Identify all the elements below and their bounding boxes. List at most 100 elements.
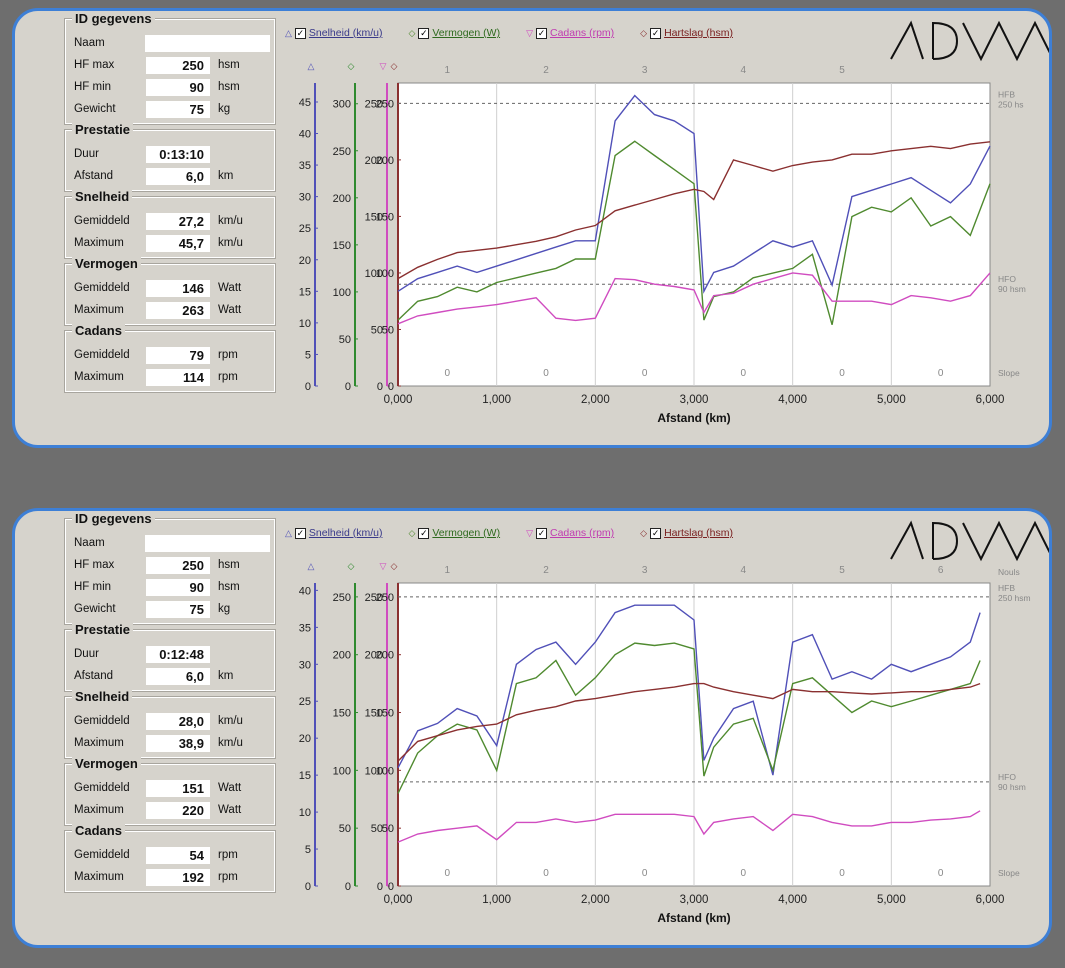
y-tick-label: 50 — [339, 334, 351, 346]
naam-field[interactable] — [145, 34, 270, 52]
hf-max-field[interactable]: 250 — [146, 56, 210, 74]
group-title: Vermogen — [72, 756, 141, 771]
axis-marker-icon: ◇ — [348, 561, 355, 571]
segment-number: 4 — [741, 565, 747, 576]
prestatie-group: Prestatie Duur 0:13:10 Afstand 6,0 km — [64, 122, 276, 192]
axis-marker-icon: ◇ — [348, 61, 355, 71]
duur-field[interactable]: 0:13:10 — [146, 145, 210, 163]
gemiddeld-label: Gemiddeld — [74, 849, 130, 861]
adam-logo — [890, 520, 1049, 562]
legend-hartslag[interactable]: ◇ ✓ Hartslag (hsm) — [640, 27, 733, 39]
x-tick-label: 2,000 — [581, 894, 610, 906]
snelheid-gem-field[interactable]: 27,2 — [146, 212, 210, 230]
unit: rpm — [218, 371, 238, 383]
legend-vermogen[interactable]: ◇ ✓ Vermogen (W) — [408, 27, 500, 39]
x-tick-label: 4,000 — [778, 394, 807, 406]
segment-number: 3 — [642, 565, 648, 576]
checkbox-checked-icon[interactable]: ✓ — [418, 527, 430, 539]
y-tick-label: 250 — [365, 98, 383, 110]
y-tick-label: 35 — [299, 160, 311, 172]
triangle-down-icon: ▽ — [526, 527, 533, 538]
legend-vermogen[interactable]: ◇ ✓ Vermogen (W) — [408, 527, 500, 539]
y-tick-label: 250 — [333, 592, 351, 604]
legend-label: Snelheid (km/u) — [308, 527, 383, 539]
snelheid-max-field[interactable]: 38,9 — [146, 734, 210, 752]
prestatie-group: Prestatie Duur 0:12:48 Afstand 6,0 km — [64, 622, 276, 692]
snelheid-max-field[interactable]: 45,7 — [146, 234, 210, 252]
series-legend: △ ✓ Snelheid (km/u) ◇ ✓ Vermogen (W) ▽ ✓ Cadan… — [285, 527, 733, 539]
gewicht-field[interactable]: 75 — [146, 600, 210, 618]
vermogen-max-field[interactable]: 263 — [146, 301, 210, 319]
cadans-gem-field[interactable]: 79 — [146, 346, 210, 364]
hfo-value: 90 hsm — [998, 782, 1026, 792]
y-tick-label: 20 — [299, 255, 311, 267]
legend-label: Hartslag (hsm) — [664, 527, 733, 539]
stats-column: ID gegevens Naam HF max 250 hsm HF min 90 hs… — [64, 11, 276, 398]
checkbox-checked-icon[interactable]: ✓ — [418, 27, 430, 39]
group-title: Cadans — [72, 323, 125, 338]
triangle-up-icon: △ — [285, 27, 292, 38]
hf-min-field[interactable]: 90 — [146, 78, 210, 96]
checkbox-checked-icon[interactable]: ✓ — [294, 527, 306, 539]
checkbox-checked-icon[interactable]: ✓ — [650, 27, 662, 39]
legend-snelheid[interactable]: △ ✓ Snelheid (km/u) — [285, 527, 382, 539]
gemiddeld-label: Gemiddeld — [74, 715, 130, 727]
y-tick-label: 100 — [376, 268, 394, 280]
hf-max-field[interactable]: 250 — [146, 556, 210, 574]
hf-max-label: HF max — [74, 59, 115, 71]
vermogen-gem-field[interactable]: 151 — [146, 779, 210, 797]
unit: km/u — [218, 215, 243, 227]
triangle-down-icon: ▽ — [526, 27, 533, 38]
afstand-field[interactable]: 6,0 — [146, 667, 210, 685]
vermogen-max-field[interactable]: 220 — [146, 801, 210, 819]
series-line — [397, 682, 981, 762]
checkbox-checked-icon[interactable]: ✓ — [535, 527, 547, 539]
unit: rpm — [218, 849, 238, 861]
y-tick-label: 50 — [339, 823, 351, 835]
hf-min-label: HF min — [74, 581, 112, 593]
legend-cadans[interactable]: ▽ ✓ Cadans (rpm) — [526, 27, 614, 39]
y-tick-label: 50 — [371, 324, 383, 336]
y-tick-label: 200 — [333, 650, 351, 662]
segment-number: 5 — [839, 565, 845, 576]
checkbox-checked-icon[interactable]: ✓ — [294, 27, 306, 39]
vermogen-gem-field[interactable]: 146 — [146, 279, 210, 297]
legend-cadans[interactable]: ▽ ✓ Cadans (rpm) — [526, 527, 614, 539]
legend-snelheid[interactable]: △ ✓ Snelheid (km/u) — [285, 27, 382, 39]
maximum-label: Maximum — [74, 237, 124, 249]
gewicht-field[interactable]: 75 — [146, 100, 210, 118]
snelheid-gem-field[interactable]: 28,0 — [146, 712, 210, 730]
y-tick-label: 0 — [305, 381, 311, 393]
slope-value: 0 — [938, 868, 944, 879]
hf-min-unit: hsm — [218, 581, 240, 593]
slope-label: Slope — [998, 868, 1020, 878]
y-tick-label: 200 — [365, 155, 383, 167]
hfo-value: 90 hsm — [998, 284, 1026, 294]
duur-field[interactable]: 0:12:48 — [146, 645, 210, 663]
hf-min-field[interactable]: 90 — [146, 578, 210, 596]
legend-label: Vermogen (W) — [432, 27, 501, 39]
checkbox-checked-icon[interactable]: ✓ — [535, 27, 547, 39]
y-tick-label: 250 — [365, 592, 383, 604]
legend-hartslag[interactable]: ◇ ✓ Hartslag (hsm) — [640, 527, 733, 539]
x-tick-label: 2,000 — [581, 394, 610, 406]
y-tick-label: 10 — [299, 807, 311, 819]
segment-number: 4 — [741, 65, 747, 76]
series-line — [397, 272, 991, 325]
naam-field[interactable] — [145, 534, 270, 552]
afstand-field[interactable]: 6,0 — [146, 167, 210, 185]
checkbox-checked-icon[interactable]: ✓ — [650, 527, 662, 539]
cadans-max-field[interactable]: 192 — [146, 868, 210, 886]
series-line — [397, 94, 991, 294]
hfo-label: HFO — [998, 274, 1016, 284]
slope-value: 0 — [543, 368, 549, 379]
group-title: Prestatie — [72, 122, 133, 137]
x-tick-label: 6,000 — [976, 894, 1005, 906]
cadans-max-field[interactable]: 114 — [146, 368, 210, 386]
cadans-gem-field[interactable]: 54 — [146, 846, 210, 864]
axis-marker-icon: ◇ — [391, 561, 398, 571]
adam-logo — [890, 20, 1049, 62]
gemiddeld-label: Gemiddeld — [74, 282, 130, 294]
legend-label: Vermogen (W) — [432, 527, 501, 539]
y-tick-label: 150 — [376, 211, 394, 223]
